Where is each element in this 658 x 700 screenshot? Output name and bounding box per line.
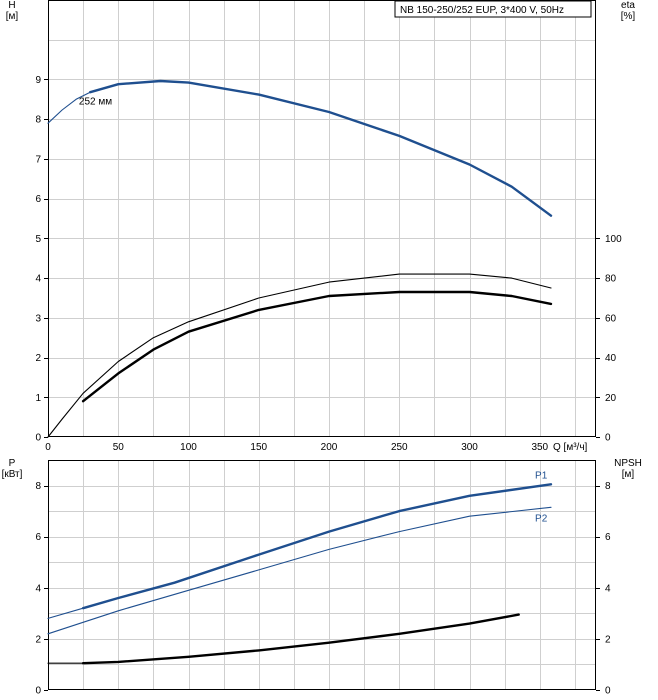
y-left-axis-unit: [м] xyxy=(6,11,19,22)
y-right-tick-label: 0 xyxy=(605,433,611,444)
series-label-p1: P1 xyxy=(535,470,548,481)
x-tick-label: 300 xyxy=(461,442,478,453)
y-right-tick-label: 0 xyxy=(605,686,611,697)
x-tick-label: 100 xyxy=(180,442,197,453)
x-tick-label: 0 xyxy=(45,442,51,453)
y-left-tick-label: 2 xyxy=(35,634,41,645)
series-line-p2 xyxy=(47,506,552,635)
y-right-axis-title: NPSH xyxy=(614,458,642,469)
series-label-p2: P2 xyxy=(535,513,548,524)
y-right-tick-label: 40 xyxy=(605,353,617,364)
x-tick-label: 250 xyxy=(391,442,408,453)
y-left-tick-label: 9 xyxy=(35,75,41,86)
y-right-tick-label: 20 xyxy=(605,393,617,404)
y-left-tick-label: 6 xyxy=(35,194,41,205)
pump-model-label: NB 150-250/252 EUP, 3*400 V, 50Hz xyxy=(400,5,564,16)
y-left-tick-label: 1 xyxy=(35,393,41,404)
y-left-tick-label: 4 xyxy=(35,583,41,594)
y-left-tick-label: 8 xyxy=(35,481,41,492)
x-tick-label: 150 xyxy=(250,442,267,453)
series-line-252-мм xyxy=(47,91,91,124)
y-left-axis-title: P xyxy=(9,458,16,469)
pump-model-box-frame xyxy=(394,0,592,18)
series-line-curve-3 xyxy=(81,290,553,403)
y-left-tick-label: 5 xyxy=(35,234,41,245)
x-tick-label: 50 xyxy=(113,442,125,453)
power-npsh-panel: 0 2 4 6 8 0 2 4 6 8 P[кВт] NPSH[м] P1 P2 xyxy=(2,458,642,697)
y-left-tick-label: 2 xyxy=(35,353,41,364)
y-left-tick-label: 7 xyxy=(35,154,41,165)
y-right-tick-label: 2 xyxy=(605,634,611,645)
y-left-tick-label: 3 xyxy=(35,313,41,324)
plot-frame xyxy=(48,0,596,437)
y-left-axis-title: H xyxy=(8,0,15,11)
y-right-tick-label: 100 xyxy=(605,234,622,245)
x-tick-label: 200 xyxy=(321,442,338,453)
series-line-curve-0 xyxy=(47,607,84,619)
series-line-curve-4 xyxy=(81,613,520,665)
y-right-axis-unit: [м] xyxy=(622,469,635,480)
y-right-tick-label: 60 xyxy=(605,313,617,324)
y-left-tick-label: 0 xyxy=(35,433,41,444)
y-right-tick-label: 4 xyxy=(605,583,611,594)
y-right-tick-label: 80 xyxy=(605,274,617,285)
y-left-tick-label: 0 xyxy=(35,686,41,697)
head-efficiency-panel: 0 1 2 3 4 5 6 7 8 9 0 20 40 60 80 100 H[м] eta[%] 0 50 100 15… xyxy=(6,0,636,453)
y-left-tick-label: 4 xyxy=(35,274,41,285)
y-left-tick-label: 8 xyxy=(35,115,41,126)
y-right-axis-unit: [%] xyxy=(621,11,636,22)
x-axis-title: Q [м³/ч] xyxy=(553,442,588,453)
y-left-axis-unit: [кВт] xyxy=(2,469,23,480)
curve-annotation: 252 мм xyxy=(79,96,112,107)
x-tick-label: 350 xyxy=(531,442,548,453)
series-line-252-мм xyxy=(89,79,553,217)
plot-frame xyxy=(48,460,596,690)
y-left-tick-label: 6 xyxy=(35,532,41,543)
y-right-axis-title: eta xyxy=(621,0,635,11)
y-right-tick-label: 8 xyxy=(605,481,611,492)
pump-model-box: NB 150-250/252 EUP, 3*400 V, 50Hz xyxy=(394,0,592,18)
y-right-tick-label: 6 xyxy=(605,532,611,543)
series-line-p1 xyxy=(81,483,553,610)
series-line-curve-2 xyxy=(47,273,552,438)
